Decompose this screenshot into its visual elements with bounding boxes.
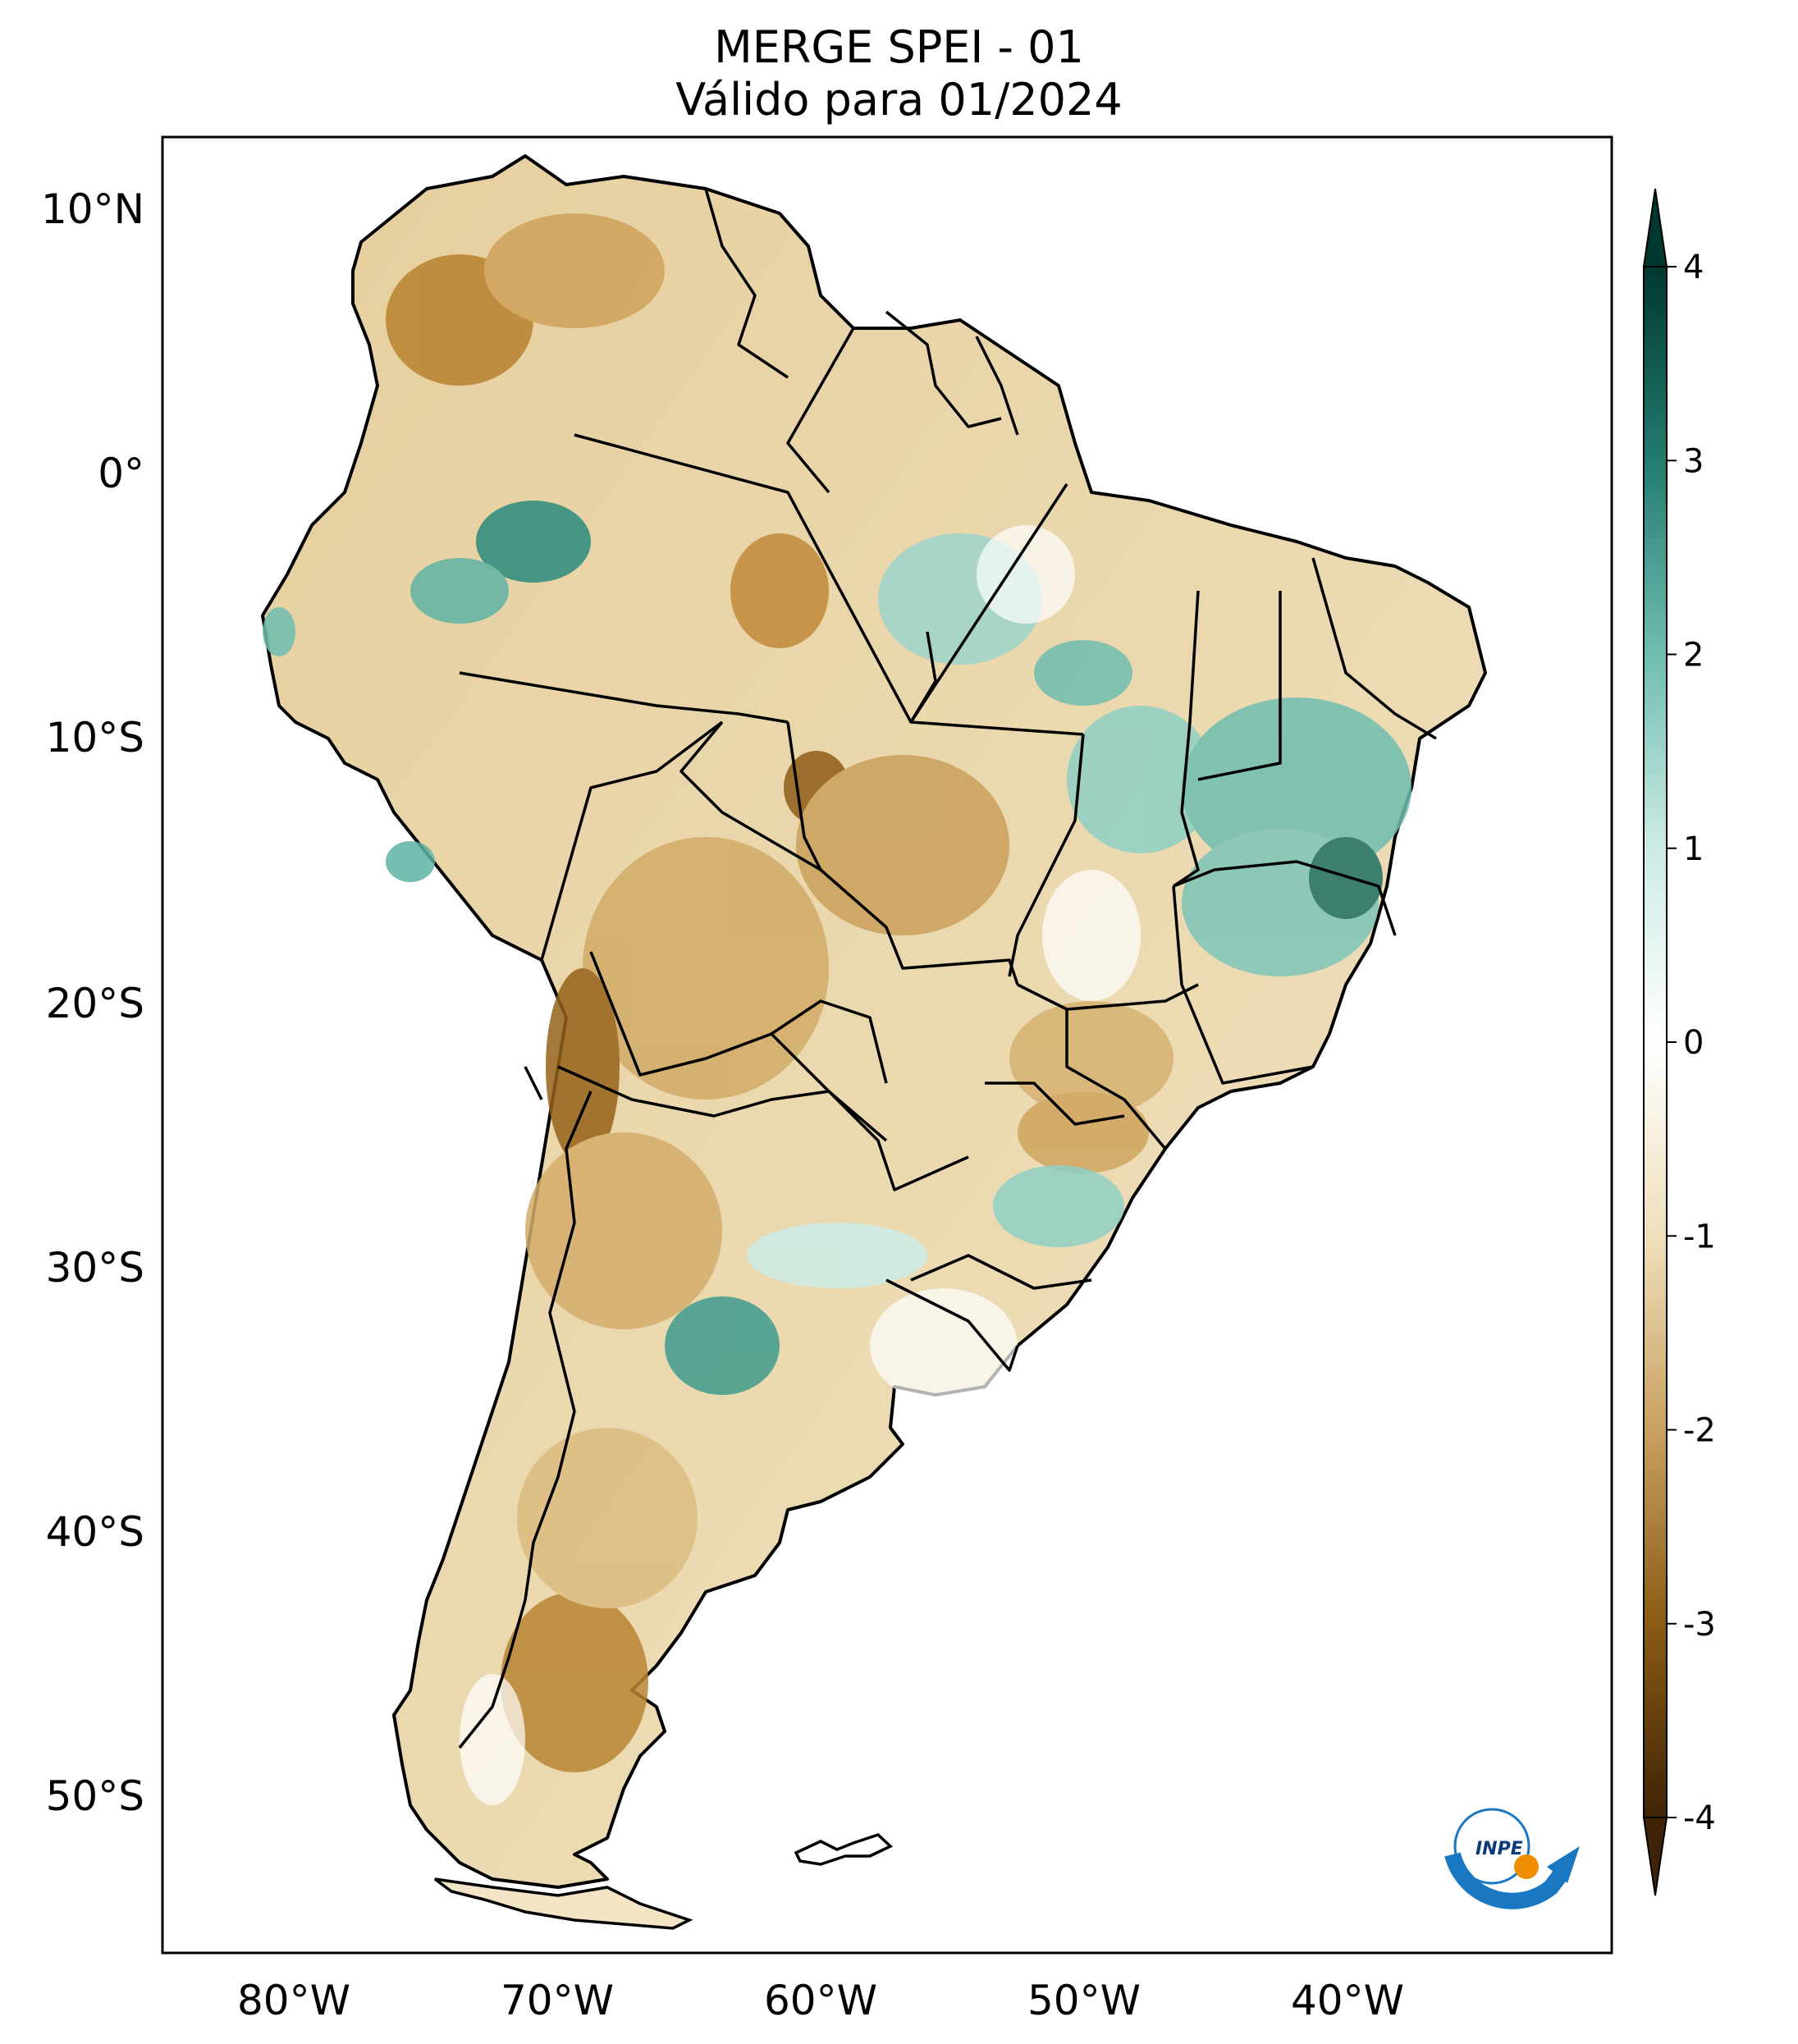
lon-tick-label: 60°W bbox=[764, 1977, 877, 2024]
lon-tick-label: 80°W bbox=[237, 1977, 350, 2024]
colorbar-tick-label: -4 bbox=[1683, 1799, 1716, 1837]
falkland-islands bbox=[794, 1833, 894, 1866]
spei-positive-anomalies bbox=[263, 501, 1411, 1395]
lat-tick-label: 30°S bbox=[46, 1244, 144, 1292]
logo-orbit-icon bbox=[1453, 1808, 1530, 1885]
lat-tick-label: 10°S bbox=[46, 714, 144, 761]
colorbar-tick-label: -2 bbox=[1683, 1412, 1716, 1450]
spei-negative-anomalies bbox=[386, 213, 1174, 1772]
colorbar-gradient bbox=[1643, 266, 1668, 1818]
map-frame bbox=[161, 135, 1613, 1955]
map-subtitle: Válido para 01/2024 bbox=[675, 74, 1123, 126]
lon-tick-label: 50°W bbox=[1027, 1977, 1141, 2024]
logo-sun-icon bbox=[1514, 1854, 1539, 1879]
latitude-axis: 10°N 0° 10°S 20°S 30°S 40°S 50°S bbox=[41, 185, 144, 1820]
colorbar-tick-label: 0 bbox=[1683, 1024, 1704, 1062]
lat-tick-label: 50°S bbox=[46, 1772, 144, 1820]
colorbar-tick-label: 2 bbox=[1683, 637, 1704, 674]
logo-text: INPE bbox=[1475, 1839, 1523, 1859]
colorbar-tick-label: 4 bbox=[1683, 249, 1704, 286]
spei-near-normal bbox=[460, 525, 1141, 1805]
lat-tick-label: 0° bbox=[98, 450, 144, 497]
inpe-logo: INPE bbox=[1444, 1808, 1580, 1909]
lat-tick-label: 10°N bbox=[41, 185, 144, 233]
map-content bbox=[261, 154, 1487, 1930]
map-title: MERGE SPEI - 01 bbox=[714, 21, 1084, 73]
tierra-del-fuego bbox=[433, 1877, 693, 1930]
colorbar-ticks: 4 3 2 1 0 -1 -2 -3 -4 bbox=[1667, 249, 1716, 1837]
lon-tick-label: 40°W bbox=[1291, 1977, 1404, 2024]
colorbar-tick-label: -3 bbox=[1683, 1606, 1716, 1644]
logo-swoosh-icon bbox=[1444, 1852, 1570, 1909]
lat-tick-label: 20°S bbox=[46, 980, 144, 1027]
longitude-axis: 80°W 70°W 60°W 50°W 40°W bbox=[237, 1977, 1404, 2024]
colorbar-tick-label: 3 bbox=[1683, 442, 1704, 480]
colorbar-min-extend bbox=[1642, 1817, 1668, 1896]
political-boundaries bbox=[458, 188, 1437, 1749]
logo-arrow-icon bbox=[1547, 1846, 1580, 1883]
colorbar: 4 3 2 1 0 -1 -2 -3 -4 bbox=[1642, 188, 1716, 1896]
colorbar-tick-label: -1 bbox=[1683, 1218, 1716, 1255]
colorbar-tick-label: 1 bbox=[1683, 830, 1704, 868]
colorbar-max-extend bbox=[1642, 188, 1668, 268]
lat-tick-label: 40°S bbox=[46, 1508, 144, 1556]
lon-tick-label: 70°W bbox=[501, 1977, 614, 2024]
